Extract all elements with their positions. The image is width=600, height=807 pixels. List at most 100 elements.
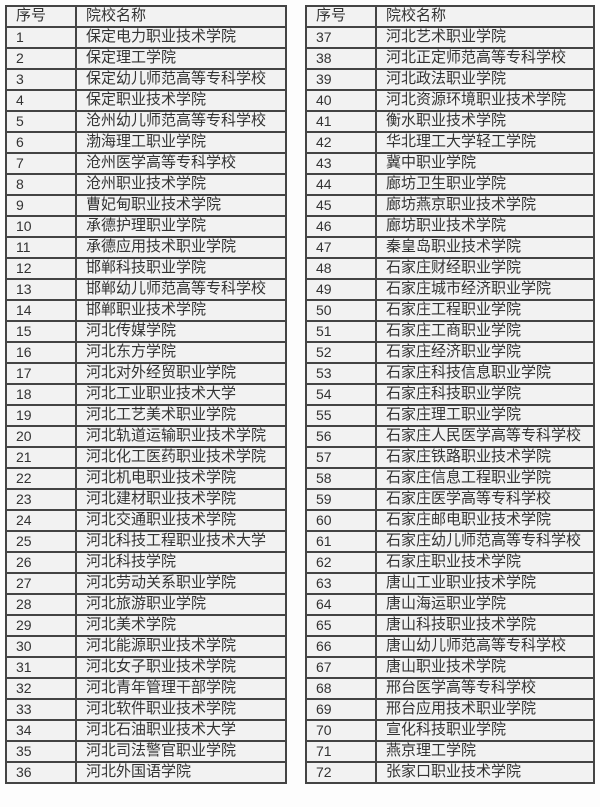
- college-name-cell: 河北化工医药职业技术学院: [75, 446, 287, 469]
- serial-number-cell: 51: [305, 320, 377, 343]
- college-name-cell: 石家庄科技信息职业学院: [375, 362, 595, 385]
- table-row: 3 保定幼儿师范高等专科学校: [5, 68, 287, 91]
- serial-number-cell: 22: [5, 467, 77, 490]
- table-row: 20 河北轨道运输职业技术学院: [5, 425, 287, 448]
- table-row: 71 燕京理工学院: [305, 740, 595, 763]
- serial-number-header: 序号: [5, 5, 77, 28]
- serial-number-cell: 46: [305, 215, 377, 238]
- college-name-cell: 沧州职业技术学院: [75, 173, 287, 196]
- serial-number-cell: 57: [305, 446, 377, 469]
- serial-number-cell: 69: [305, 698, 377, 721]
- table-row: 62 石家庄职业技术学院: [305, 551, 595, 574]
- table-row: 6 渤海理工职业学院: [5, 131, 287, 154]
- serial-number-cell: 9: [5, 194, 77, 217]
- college-name-cell: 宣化科技职业学院: [375, 719, 595, 742]
- serial-number-cell: 34: [5, 719, 77, 742]
- table-row: 13 邯郸幼儿师范高等专科学校: [5, 278, 287, 301]
- college-name-cell: 沧州医学高等专科学校: [75, 152, 287, 175]
- header-row: 序号 院校名称: [5, 5, 287, 28]
- college-name-cell: 保定理工学院: [75, 47, 287, 70]
- table-row: 37 河北艺术职业学院: [305, 26, 595, 49]
- table-row: 46 廊坊职业技术学院: [305, 215, 595, 238]
- serial-number-cell: 45: [305, 194, 377, 217]
- table-row: 58 石家庄信息工程职业学院: [305, 467, 595, 490]
- college-name-cell: 河北建材职业技术学院: [75, 488, 287, 511]
- table-row: 67 唐山职业技术学院: [305, 656, 595, 679]
- table-row: 59 石家庄医学高等专科学校: [305, 488, 595, 511]
- table-row: 30 河北能源职业技术学院: [5, 635, 287, 658]
- serial-number-cell: 60: [305, 509, 377, 532]
- serial-number-cell: 27: [5, 572, 77, 595]
- college-name-cell: 石家庄科技职业学院: [375, 383, 595, 406]
- serial-number-cell: 52: [305, 341, 377, 364]
- table-row: 4 保定职业技术学院: [5, 89, 287, 112]
- college-name-header: 院校名称: [75, 5, 287, 28]
- college-name-cell: 河北外国语学院: [75, 761, 287, 784]
- serial-number-cell: 36: [5, 761, 77, 784]
- college-name-cell: 唐山职业技术学院: [375, 656, 595, 679]
- table-row: 41 衡水职业技术学院: [305, 110, 595, 133]
- college-name-cell: 石家庄财经职业学院: [375, 257, 595, 280]
- table-row: 44 廊坊卫生职业学院: [305, 173, 595, 196]
- college-name-cell: 华北理工大学轻工学院: [375, 131, 595, 154]
- serial-number-cell: 20: [5, 425, 77, 448]
- college-name-cell: 唐山科技职业技术学院: [375, 614, 595, 637]
- serial-number-cell: 15: [5, 320, 77, 343]
- serial-number-cell: 3: [5, 68, 77, 91]
- college-name-cell: 秦皇岛职业技术学院: [375, 236, 595, 259]
- table-row: 36 河北外国语学院: [5, 761, 287, 784]
- college-name-cell: 河北工艺美术职业学院: [75, 404, 287, 427]
- serial-number-cell: 38: [305, 47, 377, 70]
- college-name-cell: 石家庄铁路职业技术学院: [375, 446, 595, 469]
- college-name-cell: 廊坊燕京职业技术学院: [375, 194, 595, 217]
- serial-number-cell: 65: [305, 614, 377, 637]
- header-row: 序号 院校名称: [305, 5, 595, 28]
- table-row: 61 石家庄幼儿师范高等专科学校: [305, 530, 595, 553]
- table-row: 17 河北对外经贸职业学院: [5, 362, 287, 385]
- serial-number-cell: 58: [305, 467, 377, 490]
- college-name-cell: 张家口职业技术学院: [375, 761, 595, 784]
- serial-number-cell: 42: [305, 131, 377, 154]
- college-name-cell: 石家庄工商职业学院: [375, 320, 595, 343]
- college-name-cell: 石家庄人民医学高等专科学校: [375, 425, 595, 448]
- table-row: 34 河北石油职业技术大学: [5, 719, 287, 742]
- serial-number-cell: 13: [5, 278, 77, 301]
- college-name-cell: 石家庄医学高等专科学校: [375, 488, 595, 511]
- serial-number-cell: 62: [305, 551, 377, 574]
- serial-number-cell: 56: [305, 425, 377, 448]
- table-row: 10 承德护理职业学院: [5, 215, 287, 238]
- table-row: 7 沧州医学高等专科学校: [5, 152, 287, 175]
- college-table-right: 序号 院校名称 37 河北艺术职业学院 38 河北正定师范高等专科学校 39 河北政法职业学院…: [305, 5, 595, 784]
- college-name-cell: 河北能源职业技术学院: [75, 635, 287, 658]
- table-row: 21 河北化工医药职业技术学院: [5, 446, 287, 469]
- serial-number-cell: 33: [5, 698, 77, 721]
- serial-number-cell: 41: [305, 110, 377, 133]
- serial-number-cell: 19: [5, 404, 77, 427]
- college-name-cell: 河北劳动关系职业学院: [75, 572, 287, 595]
- college-name-cell: 衡水职业技术学院: [375, 110, 595, 133]
- college-name-cell: 河北科技工程职业技术大学: [75, 530, 287, 553]
- table-row: 39 河北政法职业学院: [305, 68, 595, 91]
- serial-number-cell: 67: [305, 656, 377, 679]
- table-row: 55 石家庄理工职业学院: [305, 404, 595, 427]
- college-name-cell: 石家庄理工职业学院: [375, 404, 595, 427]
- college-name-cell: 河北交通职业技术学院: [75, 509, 287, 532]
- serial-number-cell: 24: [5, 509, 77, 532]
- college-name-cell: 廊坊卫生职业学院: [375, 173, 595, 196]
- college-name-cell: 河北传媒学院: [75, 320, 287, 343]
- table-row: 72 张家口职业技术学院: [305, 761, 595, 784]
- college-name-cell: 石家庄经济职业学院: [375, 341, 595, 364]
- college-name-cell: 石家庄幼儿师范高等专科学校: [375, 530, 595, 553]
- college-name-cell: 曹妃甸职业技术学院: [75, 194, 287, 217]
- serial-number-cell: 28: [5, 593, 77, 616]
- serial-number-cell: 70: [305, 719, 377, 742]
- college-name-cell: 沧州幼儿师范高等专科学校: [75, 110, 287, 133]
- table-row: 24 河北交通职业技术学院: [5, 509, 287, 532]
- table-row: 51 石家庄工商职业学院: [305, 320, 595, 343]
- college-name-cell: 唐山幼儿师范高等专科学校: [375, 635, 595, 658]
- serial-number-cell: 63: [305, 572, 377, 595]
- table-row: 35 河北司法警官职业学院: [5, 740, 287, 763]
- table-row: 47 秦皇岛职业技术学院: [305, 236, 595, 259]
- table-row: 18 河北工业职业技术大学: [5, 383, 287, 406]
- serial-number-cell: 47: [305, 236, 377, 259]
